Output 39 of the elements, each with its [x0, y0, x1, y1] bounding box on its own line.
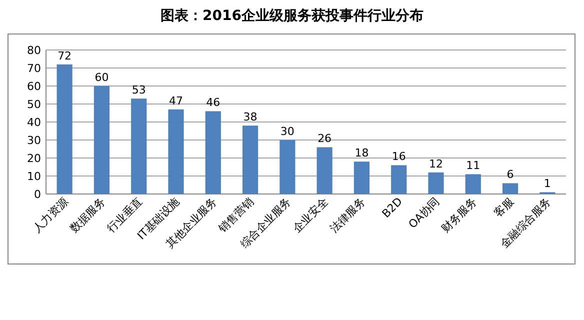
x-tick-label: 数据服务 — [68, 194, 108, 236]
bar — [242, 126, 258, 194]
data-label: 46 — [206, 96, 220, 110]
bar — [391, 165, 407, 194]
bar — [354, 162, 370, 194]
bar — [465, 174, 481, 194]
data-label: 12 — [429, 157, 443, 170]
bar — [168, 109, 184, 194]
data-label: 38 — [243, 110, 258, 124]
data-label: 47 — [169, 94, 183, 108]
y-tick-label: 80 — [27, 44, 41, 57]
y-tick-label: 60 — [27, 80, 41, 93]
x-tick-label: 客服 — [492, 194, 516, 220]
chart-title: 图表：2016企业级服务获投事件行业分布 — [160, 8, 424, 24]
y-tick-label: 70 — [27, 62, 41, 75]
y-tick-label: 30 — [27, 134, 41, 147]
y-tick-label: 0 — [34, 188, 41, 201]
data-label: 30 — [280, 125, 294, 138]
bar — [56, 64, 72, 194]
bar — [205, 111, 221, 194]
bar — [131, 98, 147, 194]
data-label: 1 — [544, 177, 551, 190]
bar — [502, 183, 518, 194]
data-label: 11 — [466, 159, 480, 172]
data-label: 26 — [318, 132, 332, 146]
y-tick-label: 50 — [27, 98, 41, 111]
data-label: 53 — [132, 84, 146, 97]
data-label: 16 — [392, 150, 406, 164]
y-tick-label: 40 — [27, 116, 41, 129]
bar — [428, 172, 444, 194]
data-label: 60 — [94, 71, 109, 84]
bar — [280, 140, 296, 194]
bar — [94, 86, 110, 194]
data-label: 6 — [506, 168, 514, 182]
y-tick-label: 20 — [27, 152, 41, 165]
y-tick-label: 10 — [27, 170, 41, 183]
data-label: 72 — [58, 49, 72, 62]
data-label: 18 — [354, 146, 369, 160]
bar — [316, 147, 332, 194]
